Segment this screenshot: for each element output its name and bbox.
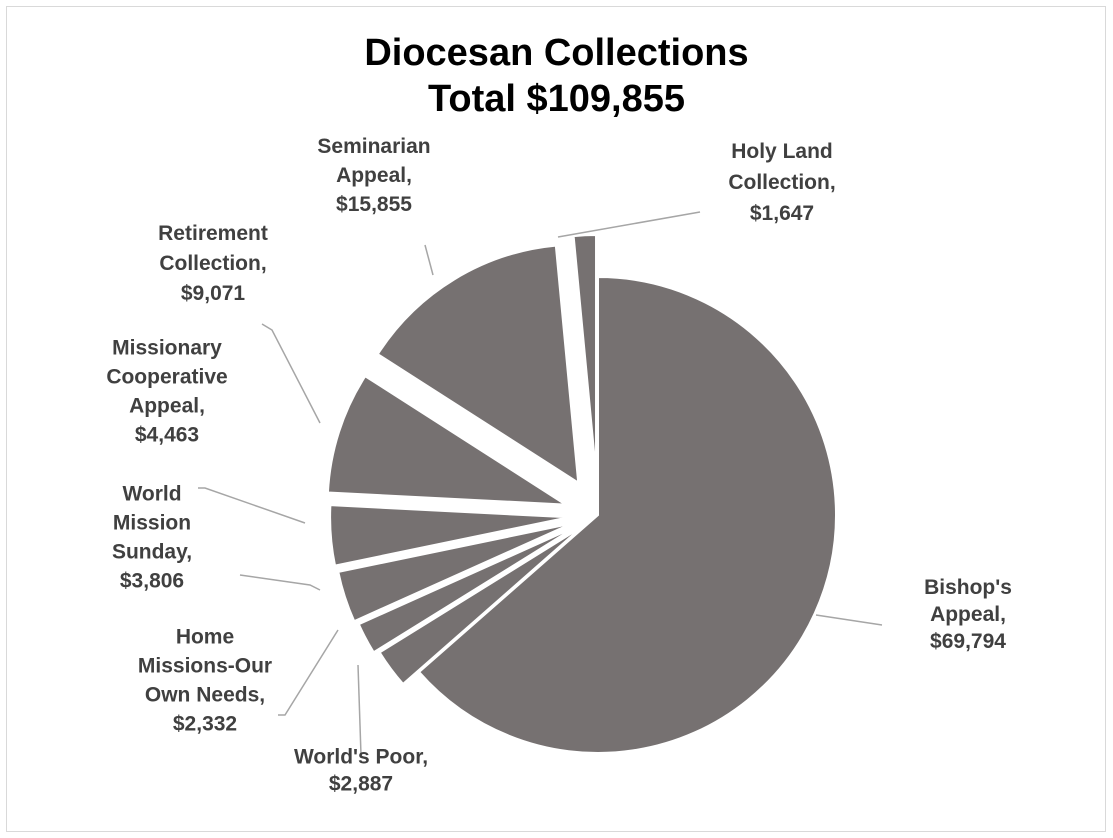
data-label-1-line-1: $2,887	[329, 773, 393, 796]
data-label-5: Retirement Collection, $9,071	[158, 222, 268, 305]
leader-line-4	[198, 487, 306, 524]
pie-slice-7	[572, 234, 598, 474]
pie-slice-4	[329, 504, 569, 567]
data-label-0-line-2: $69,794	[930, 630, 1006, 653]
data-label-2: Home Missions-Our Own Needs, $2,332	[138, 626, 272, 736]
data-label-1: World's Poor, $2,887	[294, 746, 428, 796]
leader-line-5	[261, 323, 321, 424]
data-label-0: Bishop's Appeal, $69,794	[924, 576, 1012, 653]
data-label-6: Seminarian Appeal, $15,855	[317, 135, 430, 216]
pie-slice-5	[326, 374, 570, 506]
data-label-5-line-0: Retirement	[158, 222, 268, 245]
pie-slice-3	[337, 522, 572, 623]
leader-line-2	[278, 629, 339, 716]
data-label-1-line-0: World's Poor,	[294, 746, 428, 769]
data-label-3-line-3: $3,806	[120, 570, 184, 593]
chart-title: Diocesan Collections Total $109,855	[0, 30, 1113, 122]
pie-slice-6	[376, 244, 580, 485]
data-label-0-line-1: Appeal,	[930, 603, 1006, 626]
leader-line-1	[357, 664, 362, 756]
data-label-0-line-0: Bishop's	[924, 576, 1012, 599]
data-label-2-line-3: $2,332	[173, 713, 237, 736]
leader-line-6	[424, 244, 434, 276]
data-label-4: Missionary Cooperative Appeal, $4,463	[106, 337, 227, 447]
data-label-6-line-2: $15,855	[336, 193, 412, 216]
chart-title-line-2: Total $109,855	[427, 78, 685, 120]
data-label-6-line-0: Seminarian	[317, 135, 430, 158]
chart-title-line-1: Diocesan Collections	[364, 32, 749, 74]
data-label-3-line-1: Mission	[113, 512, 191, 535]
data-label-2-line-2: Own Needs,	[145, 684, 265, 707]
data-label-7: Holy Land Collection, $1,647	[728, 140, 835, 225]
data-label-4-line-0: Missionary	[112, 337, 222, 360]
data-label-3-line-2: Sunday,	[112, 541, 192, 564]
data-label-3: World Mission Sunday, $3,806	[112, 483, 192, 593]
data-label-4-line-1: Cooperative	[106, 366, 227, 389]
data-label-2-line-0: Home	[176, 626, 234, 649]
pie-slice-2	[357, 525, 577, 654]
data-label-5-line-1: Collection,	[159, 252, 266, 275]
leader-line-0	[815, 614, 883, 626]
data-label-3-line-0: World	[122, 483, 181, 506]
data-label-7-line-0: Holy Land	[731, 140, 833, 163]
pie-slice-1	[378, 526, 583, 686]
data-label-4-line-3: $4,463	[135, 424, 199, 447]
data-label-5-line-2: $9,071	[181, 282, 246, 305]
data-label-4-line-2: Appeal,	[129, 395, 205, 418]
leader-line-3	[239, 574, 321, 591]
data-label-6-line-1: Appeal,	[336, 164, 412, 187]
leader-line-7	[557, 211, 701, 238]
data-label-7-line-1: Collection,	[728, 171, 835, 194]
data-label-2-line-1: Missions-Our	[138, 655, 272, 678]
pie-slice-0	[417, 275, 837, 754]
data-label-7-line-2: $1,647	[750, 202, 814, 225]
